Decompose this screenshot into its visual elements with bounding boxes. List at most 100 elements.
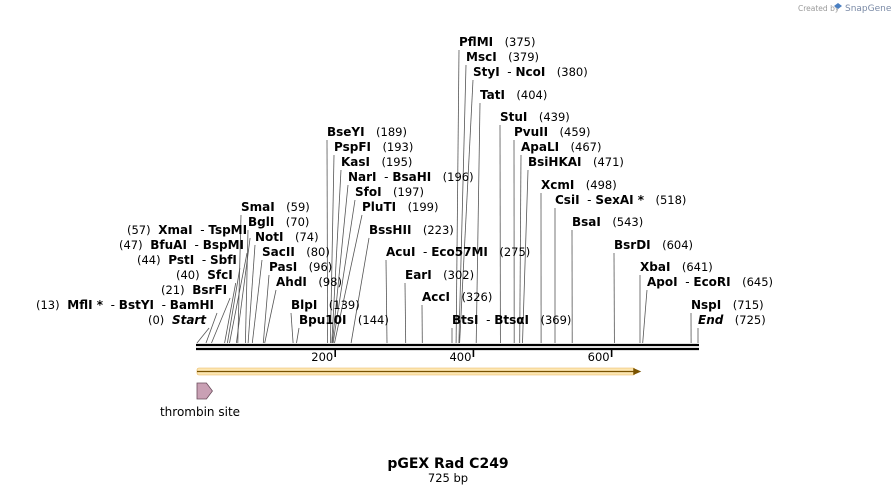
site-label-bsrdi[interactable]: BsrDI (604) — [614, 238, 693, 252]
site-pluti[interactable]: PluTI (199) — [362, 200, 439, 214]
leader-pluti — [334, 214, 363, 344]
site-start[interactable]: (0) Start — [148, 313, 207, 327]
site-bsai[interactable]: BsaI (543) — [572, 215, 643, 229]
site-stui[interactable]: StuI (439) — [500, 110, 570, 124]
site-label-sfci[interactable]: (40) SfcI — [176, 268, 233, 282]
site-label-sfoi[interactable]: SfoI (197) — [355, 185, 424, 199]
site-label-pasi[interactable]: PasI (96) — [269, 260, 332, 274]
site-label-ahdi[interactable]: AhdI (98) — [276, 275, 342, 289]
site-label-acci[interactable]: AccI (326) — [422, 290, 492, 304]
orf-arrow — [196, 367, 642, 376]
site-eari[interactable]: EarI (302) — [405, 268, 474, 282]
site-bsrdi[interactable]: BsrDI (604) — [614, 238, 693, 252]
leader-bsihkai — [522, 169, 529, 344]
site-apali[interactable]: ApaLI (467) — [521, 140, 601, 154]
leader-smai — [237, 214, 242, 344]
site-label-smai[interactable]: SmaI (59) — [241, 200, 310, 214]
site-sfoi[interactable]: SfoI (197) — [355, 185, 424, 199]
site-kasi[interactable]: KasI (195) — [341, 155, 412, 169]
site-bfuai[interactable]: (47) BfuAI - BspMI — [119, 238, 244, 252]
site-btsi[interactable]: BtsI - BtsαI (369) — [452, 313, 571, 327]
site-label-tati[interactable]: TatI (404) — [480, 88, 547, 102]
leader-apoi — [642, 289, 648, 344]
site-label-xcmi[interactable]: XcmI (498) — [541, 178, 617, 192]
site-smai[interactable]: SmaI (59) — [241, 200, 310, 214]
site-label-apoi[interactable]: ApoI - EcoRI (645) — [647, 275, 773, 289]
site-label-bseyi[interactable]: BseYI (189) — [327, 125, 407, 139]
site-label-stui[interactable]: StuI (439) — [500, 110, 570, 124]
site-label-noti[interactable]: NotI (74) — [255, 230, 319, 244]
site-label-btsi[interactable]: BtsI - BtsαI (369) — [452, 313, 571, 327]
site-acui[interactable]: AcuI - Eco57MI (275) — [386, 245, 530, 259]
site-sacii[interactable]: SacII (80) — [262, 245, 330, 259]
site-psti[interactable]: (44) PstI - SbfI — [137, 253, 237, 267]
site-label-mfli[interactable]: (13) MflI * - BstYI - BamHI — [36, 298, 214, 312]
leader-bsshii — [350, 237, 370, 344]
site-label-pvuii[interactable]: PvuII (459) — [514, 125, 590, 139]
site-blpi[interactable]: BlpI (139) — [291, 298, 360, 312]
site-msci[interactable]: MscI (379) — [466, 50, 539, 64]
site-label-psti[interactable]: (44) PstI - SbfI — [137, 253, 237, 267]
site-label-nari[interactable]: NarI - BsaHI (196) — [348, 170, 474, 184]
site-bgli[interactable]: BglI (70) — [248, 215, 309, 229]
site-bsrfi[interactable]: (21) BsrFI — [161, 283, 227, 297]
site-bsihkai[interactable]: BsiHKAI (471) — [528, 155, 624, 169]
site-label-msci[interactable]: MscI (379) — [466, 50, 539, 64]
site-xcmi[interactable]: XcmI (498) — [541, 178, 617, 192]
site-label-blpi[interactable]: BlpI (139) — [291, 298, 360, 312]
site-bseyi[interactable]: BseYI (189) — [327, 125, 407, 139]
site-label-sacii[interactable]: SacII (80) — [262, 245, 330, 259]
feature-arrow[interactable] — [196, 382, 213, 400]
site-bpu10i[interactable]: Bpu10I (144) — [299, 313, 389, 327]
site-label-bsrfi[interactable]: (21) BsrFI — [161, 283, 227, 297]
ruler-ticks: 200 400 600 — [311, 350, 613, 364]
site-label-styi[interactable]: StyI - NcoI (380) — [473, 65, 588, 79]
site-acci[interactable]: AccI (326) — [422, 290, 492, 304]
site-label-xbai[interactable]: XbaI (641) — [640, 260, 713, 274]
site-xmai[interactable]: (57) XmaI - TspMI — [127, 223, 247, 237]
site-nspi[interactable]: NspI (715) — [691, 298, 764, 312]
site-xbai[interactable]: XbaI (641) — [640, 260, 713, 274]
site-label-kasi[interactable]: KasI (195) — [341, 155, 412, 169]
site-label-end[interactable]: End (725) — [698, 313, 766, 327]
site-csii[interactable]: CsiI - SexAI * (518) — [555, 193, 686, 207]
site-pspfi[interactable]: PspFI (193) — [334, 140, 413, 154]
site-pflmi[interactable]: PflMI (375) — [459, 35, 536, 49]
site-pvuii[interactable]: PvuII (459) — [514, 125, 590, 139]
site-label-bgli[interactable]: BglI (70) — [248, 215, 309, 229]
site-label-start[interactable]: (0) Start — [148, 313, 207, 327]
site-ahdi[interactable]: AhdI (98) — [276, 275, 342, 289]
site-label-acui[interactable]: AcuI - Eco57MI (275) — [386, 245, 530, 259]
leader-sacii — [251, 259, 263, 344]
leader-bpu10i — [296, 327, 300, 344]
site-label-bsshii[interactable]: BssHII (223) — [369, 223, 454, 237]
site-apoi[interactable]: ApoI - EcoRI (645) — [647, 275, 773, 289]
site-label-xmai[interactable]: (57) XmaI - TspMI — [127, 223, 247, 237]
site-noti[interactable]: NotI (74) — [255, 230, 319, 244]
site-pasi[interactable]: PasI (96) — [269, 260, 332, 274]
leader-bsrfi — [211, 297, 231, 344]
site-label-pluti[interactable]: PluTI (199) — [362, 200, 439, 214]
feature-label: thrombin site — [160, 405, 240, 419]
site-tati[interactable]: TatI (404) — [480, 88, 547, 102]
site-label-eari[interactable]: EarI (302) — [405, 268, 474, 282]
site-bsshii[interactable]: BssHII (223) — [369, 223, 454, 237]
site-styi[interactable]: StyI - NcoI (380) — [473, 65, 588, 79]
site-leader-lines — [196, 49, 699, 344]
site-label-bsihkai[interactable]: BsiHKAI (471) — [528, 155, 624, 169]
site-mfli[interactable]: (13) MflI * - BstYI - BamHI — [36, 298, 214, 312]
leader-kasi — [331, 169, 342, 344]
site-nari[interactable]: NarI - BsaHI (196) — [348, 170, 474, 184]
site-label-pflmi[interactable]: PflMI (375) — [459, 35, 536, 49]
site-label-csii[interactable]: CsiI - SexAI * (518) — [555, 193, 686, 207]
site-label-bsai[interactable]: BsaI (543) — [572, 215, 643, 229]
site-label-pspfi[interactable]: PspFI (193) — [334, 140, 413, 154]
site-label-bpu10i[interactable]: Bpu10I (144) — [299, 313, 389, 327]
site-sfci[interactable]: (40) SfcI — [176, 268, 233, 282]
site-label-nspi[interactable]: NspI (715) — [691, 298, 764, 312]
site-label-bfuai[interactable]: (47) BfuAI - BspMI — [119, 238, 244, 252]
ruler-tick-label: 200 — [311, 350, 333, 364]
leader-apali — [519, 154, 522, 344]
site-end[interactable]: End (725) — [698, 313, 766, 327]
site-label-apali[interactable]: ApaLI (467) — [521, 140, 601, 154]
